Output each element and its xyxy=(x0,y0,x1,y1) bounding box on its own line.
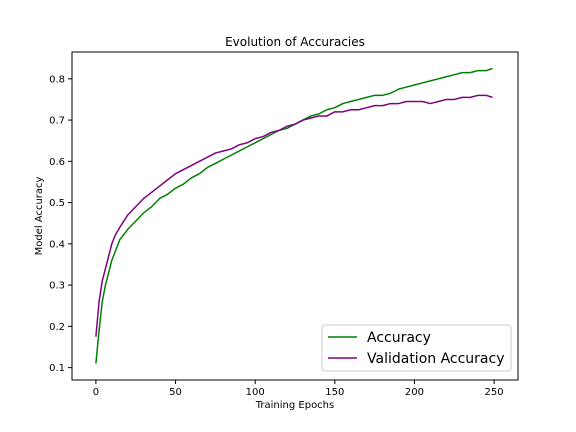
x-axis-title: Training Epochs xyxy=(255,400,334,411)
legend-label-1: Accuracy xyxy=(367,330,431,346)
series-line-2 xyxy=(95,94,493,337)
x-tick-label: 150 xyxy=(325,387,344,398)
y-tick-label: 0.2 xyxy=(49,322,65,333)
x-tick-label: 100 xyxy=(246,387,265,398)
y-tick-label: 0.6 xyxy=(49,157,65,168)
x-tick-label: 0 xyxy=(93,387,99,398)
y-tick-label: 0.7 xyxy=(49,116,65,127)
legend-box xyxy=(321,324,512,372)
x-tick-label: 250 xyxy=(485,387,504,398)
y-axis-title: Model Accuracy xyxy=(34,176,45,255)
y-tick-label: 0.8 xyxy=(49,74,65,85)
y-tick-label: 0.1 xyxy=(49,363,65,374)
chart-title: Evolution of Accuracies xyxy=(225,35,365,49)
axes-frame xyxy=(71,51,519,381)
x-tick-label: 200 xyxy=(405,387,424,398)
plot-area: 0 50 100 150 200 250 0.1 0.2 0.3 0.4 0.5 0.6 0.7 0.8 A… xyxy=(49,51,519,398)
legend-label-2: Validation Accuracy xyxy=(367,351,505,367)
y-tick-label: 0.3 xyxy=(49,281,65,292)
y-tick-label: 0.5 xyxy=(49,198,65,209)
x-tick-label: 50 xyxy=(169,387,182,398)
y-tick-label: 0.4 xyxy=(49,239,65,250)
